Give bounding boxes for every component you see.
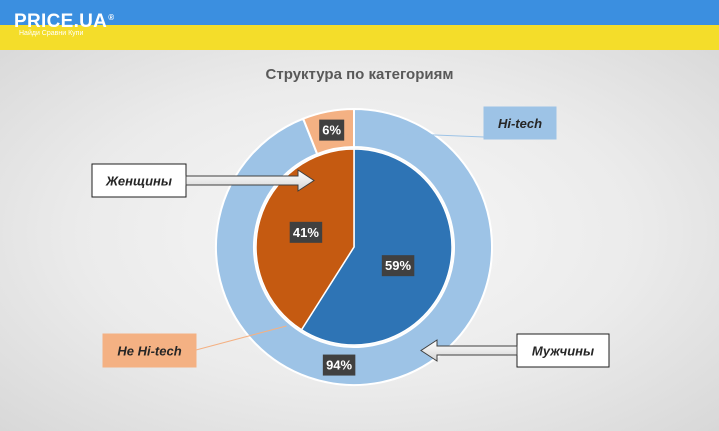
callout-hitech: Hi-tech — [483, 106, 557, 140]
callout-women-text: Женщины — [105, 174, 172, 189]
callout-men-text: Мужчины — [532, 344, 594, 359]
callout-nonhitech: Не Hi-tech — [102, 333, 197, 368]
data-label-мужчины: 59% — [381, 255, 415, 277]
registered-mark: ® — [108, 13, 115, 22]
data-label-мужчины-box — [381, 255, 415, 277]
data-label-hi-tech-text: 94% — [326, 358, 352, 373]
banner-blue-stripe — [0, 0, 719, 25]
data-label-мужчины-text: 59% — [385, 258, 411, 273]
inner-slice-мужчины — [300, 148, 453, 346]
callout-nonhitech-box — [102, 333, 197, 368]
arrow-women — [185, 169, 315, 192]
data-label-не-hi-tech-text: 6% — [322, 123, 341, 138]
data-label-hi-tech-box — [322, 354, 356, 376]
banner-yellow-stripe — [0, 25, 719, 50]
logo-slogan: Найди Сравни Купи — [19, 30, 84, 37]
callout-women-box — [91, 163, 187, 198]
callout-nonhitech-text: Не Hi-tech — [117, 344, 181, 359]
chart-title: Структура по категориям — [265, 66, 454, 83]
data-label-не-hi-tech: 6% — [319, 119, 345, 141]
data-label-hi-tech: 94% — [322, 354, 356, 376]
data-label-женщины: 41% — [289, 221, 323, 243]
leader-line-hitech — [395, 132, 485, 138]
callouts: Hi-tech Не Hi-tech Женщины Мужчины — [91, 106, 610, 368]
callout-hitech-box — [483, 106, 557, 140]
arrow-men — [420, 339, 518, 362]
logo-text: PRICE.UA — [14, 11, 108, 32]
callout-men: Мужчины — [516, 333, 610, 368]
data-labels: 59% 41% 94% 6% — [289, 119, 415, 376]
data-label-не-hi-tech-box — [319, 119, 345, 141]
callout-hitech-text: Hi-tech — [498, 116, 542, 131]
data-label-женщины-box — [289, 221, 323, 243]
callout-women: Женщины — [91, 163, 187, 198]
leader-lines — [195, 132, 485, 351]
price-ua-logo: PRICE.UA® — [14, 11, 114, 33]
data-label-женщины-text: 41% — [293, 225, 319, 240]
site-banner: PRICE.UA® Найди Сравни Купи — [0, 0, 719, 50]
leader-line-nonhitech — [195, 325, 287, 351]
outer-slice-hi-tech — [215, 107, 493, 386]
